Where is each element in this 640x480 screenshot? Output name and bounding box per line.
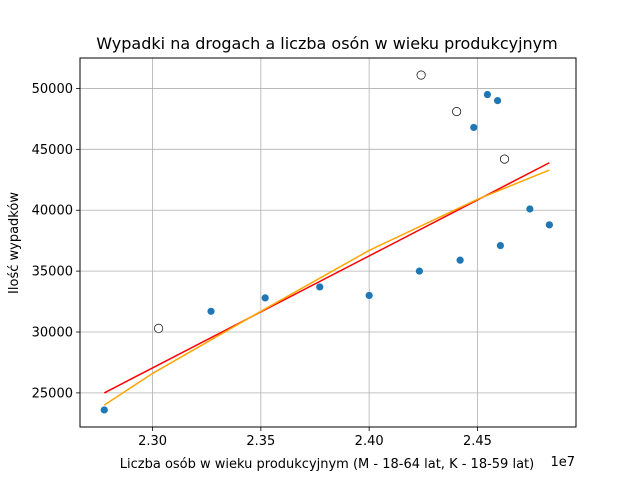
data-point: [483, 90, 492, 99]
chart-title: Wypadki na drogach a liczba osón w wieku…: [96, 34, 557, 53]
data-point: [493, 97, 502, 105]
x-axis-label: Liczba osób w wieku produkcyjnym (M - 18…: [120, 457, 534, 472]
x-tick-label: 2.45: [463, 434, 492, 449]
y-tick-label: 50000: [32, 82, 73, 97]
data-point: [545, 221, 553, 229]
outlier-point: [154, 323, 164, 333]
data-point: [415, 267, 424, 275]
data-point: [365, 291, 373, 300]
y-axis-label: Ilość wypadków: [7, 192, 22, 294]
data-point: [207, 307, 215, 315]
y-tick-label: 45000: [32, 143, 73, 158]
x-tick-label: 2.35: [246, 434, 275, 449]
outlier-point: [499, 154, 510, 164]
x-axis-offset-label: 1e7: [550, 455, 575, 470]
y-tick-label: 30000: [32, 326, 73, 341]
plot-frame: [79, 57, 577, 428]
data-point: [496, 241, 505, 250]
y-tick-label: 25000: [32, 386, 73, 401]
data-point: [456, 256, 464, 264]
outlier-point: [416, 70, 426, 80]
y-tick-label: 40000: [32, 204, 73, 219]
grid: [80, 58, 576, 427]
data-point: [316, 283, 324, 291]
data-point: [100, 406, 108, 414]
data-point: [261, 294, 269, 302]
y-tick-label: 35000: [32, 265, 73, 280]
x-tick-label: 2.30: [138, 434, 167, 449]
trend-line: [103, 169, 550, 406]
plot-marks: [100, 70, 553, 414]
data-point: [526, 205, 534, 213]
data-point: [470, 123, 478, 132]
axis-ticks: 2.30 2.35 2.40 2.45 25000 30000 35000 40000 4500…: [32, 82, 492, 449]
outlier-point: [452, 107, 462, 117]
x-tick-label: 2.40: [355, 434, 384, 449]
